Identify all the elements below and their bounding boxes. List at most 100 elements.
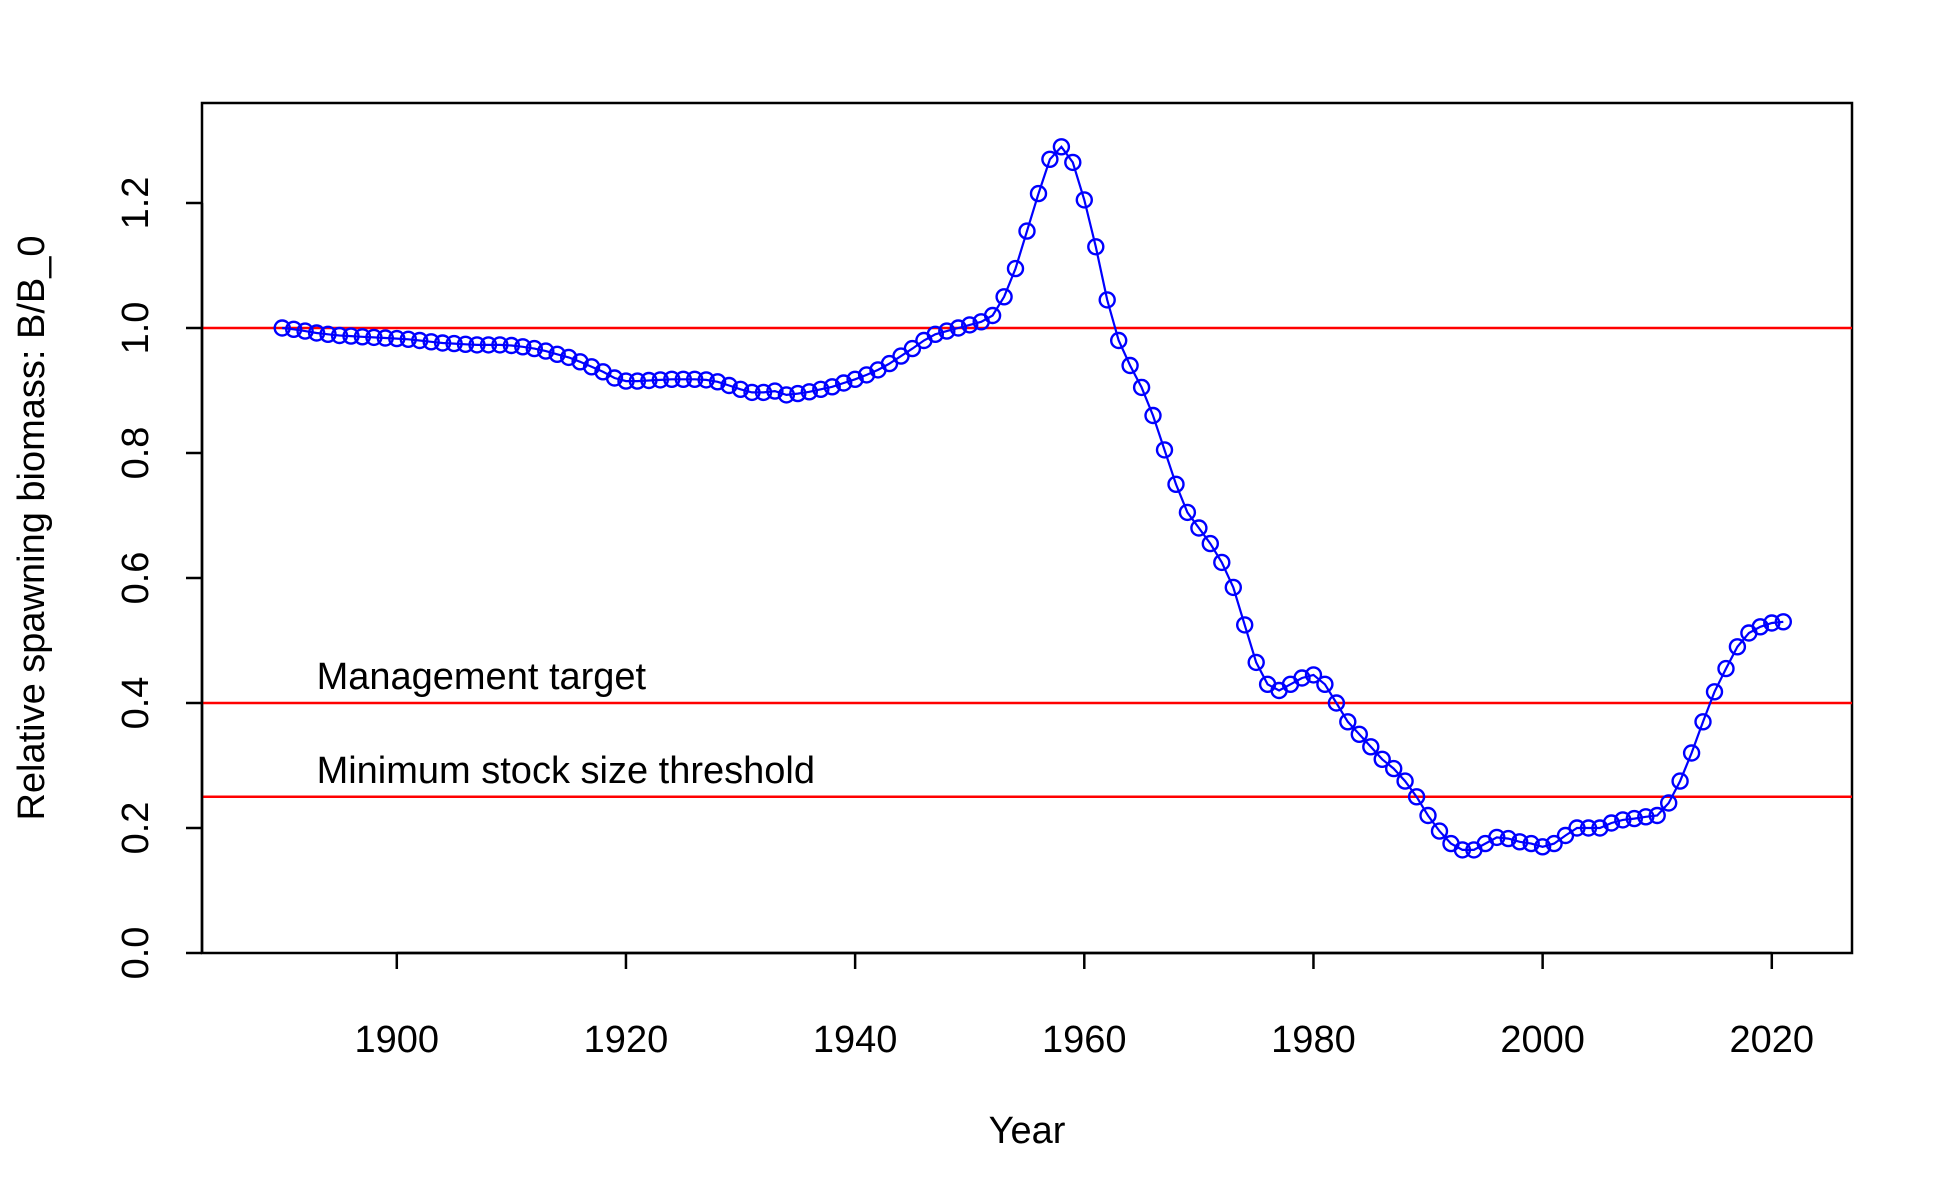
data-point <box>1488 828 1506 847</box>
data-point <box>1178 503 1197 522</box>
data-point <box>1545 834 1563 853</box>
data-point <box>1568 819 1586 837</box>
data-point <box>835 374 853 392</box>
data-point <box>1373 750 1391 768</box>
data-point <box>491 336 509 354</box>
x-tick-label: 1920 <box>584 1019 669 1061</box>
y-axis-title: Relative spawning biomass: B/B_0 <box>11 235 53 820</box>
data-point <box>640 371 658 390</box>
data-point <box>1728 638 1747 656</box>
data-point <box>330 326 349 345</box>
x-axis-title: Year <box>989 1110 1066 1152</box>
data-point <box>514 338 532 356</box>
data-point <box>399 330 417 348</box>
data-point <box>353 328 372 346</box>
data-point <box>1132 378 1151 397</box>
data-point <box>961 316 979 334</box>
data-point <box>1522 834 1540 853</box>
data-point <box>628 372 647 390</box>
data-point <box>1763 614 1781 632</box>
data-point <box>388 329 406 348</box>
data-point <box>1659 794 1678 812</box>
y-tick-label: 0.0 <box>115 927 157 980</box>
data-point <box>1637 808 1655 826</box>
data-point <box>800 383 818 401</box>
data-point <box>812 380 830 398</box>
data-point <box>1224 578 1243 597</box>
data-point <box>1419 806 1437 825</box>
data-point <box>1430 822 1449 840</box>
data-point <box>1144 406 1162 425</box>
data-point <box>1339 713 1357 731</box>
data-point <box>1213 553 1231 572</box>
data-point <box>1648 806 1666 825</box>
data-point <box>1018 222 1036 240</box>
x-tick-label: 1940 <box>813 1019 898 1061</box>
data-point <box>846 370 864 388</box>
data-point <box>1705 683 1724 701</box>
x-tick-label: 1960 <box>1042 1019 1127 1061</box>
data-point <box>823 378 841 396</box>
x-tick-label: 1980 <box>1271 1019 1356 1061</box>
data-point <box>433 334 452 352</box>
reference-label: Management target <box>317 656 647 698</box>
data-point <box>456 335 475 353</box>
y-tick-label: 0.8 <box>115 427 157 480</box>
y-tick-label: 0.6 <box>115 552 157 605</box>
data-point <box>766 382 784 400</box>
x-tick-label: 2000 <box>1500 1019 1585 1061</box>
y-tick-label: 1.0 <box>115 302 157 355</box>
data-point <box>273 319 291 337</box>
y-tick-label: 1.2 <box>115 177 157 230</box>
data-point <box>651 371 669 389</box>
data-point <box>1407 788 1426 806</box>
data-point <box>1510 833 1529 851</box>
data-point <box>708 373 727 391</box>
data-point <box>903 339 922 358</box>
series-line <box>282 145 1784 852</box>
data-point <box>1109 331 1128 350</box>
data-point <box>1384 759 1403 778</box>
data-point <box>938 322 956 340</box>
data-point <box>983 306 1002 325</box>
data-point <box>307 324 326 342</box>
data-point <box>605 369 624 387</box>
data-point <box>502 336 521 355</box>
data-point <box>525 339 543 358</box>
data-point <box>697 371 715 389</box>
data-point <box>1293 669 1311 687</box>
data-point <box>777 386 796 404</box>
data-point <box>1751 618 1770 636</box>
data-point <box>537 342 555 360</box>
reference-label: Minimum stock size threshold <box>317 750 815 792</box>
data-point <box>686 370 704 388</box>
data-point <box>548 345 566 363</box>
data-point <box>720 376 738 395</box>
data-point <box>674 370 692 388</box>
data-point <box>411 331 429 350</box>
data-point <box>1682 744 1701 762</box>
data-point <box>479 336 498 354</box>
data-point <box>1201 534 1220 553</box>
data-point <box>1625 809 1644 828</box>
data-point <box>754 383 773 402</box>
data-point <box>1155 441 1174 459</box>
data-point <box>926 325 944 343</box>
data-point <box>422 333 440 351</box>
data-point <box>1121 356 1139 375</box>
data-point <box>285 320 303 338</box>
data-point <box>376 329 394 347</box>
data-point <box>1362 738 1380 756</box>
data-point <box>995 288 1013 306</box>
data-point <box>663 370 681 388</box>
data-point <box>1075 191 1094 209</box>
data-point <box>468 336 486 354</box>
data-point <box>1327 694 1346 712</box>
data-point <box>1167 475 1185 493</box>
data-point <box>1717 659 1735 678</box>
y-axis: 0.0 0.2 0.4 0.6 0.8 1.0 1.2 <box>115 177 204 980</box>
data-point <box>1235 616 1254 634</box>
data-point <box>1041 150 1059 169</box>
y-tick-label: 0.2 <box>115 802 157 855</box>
